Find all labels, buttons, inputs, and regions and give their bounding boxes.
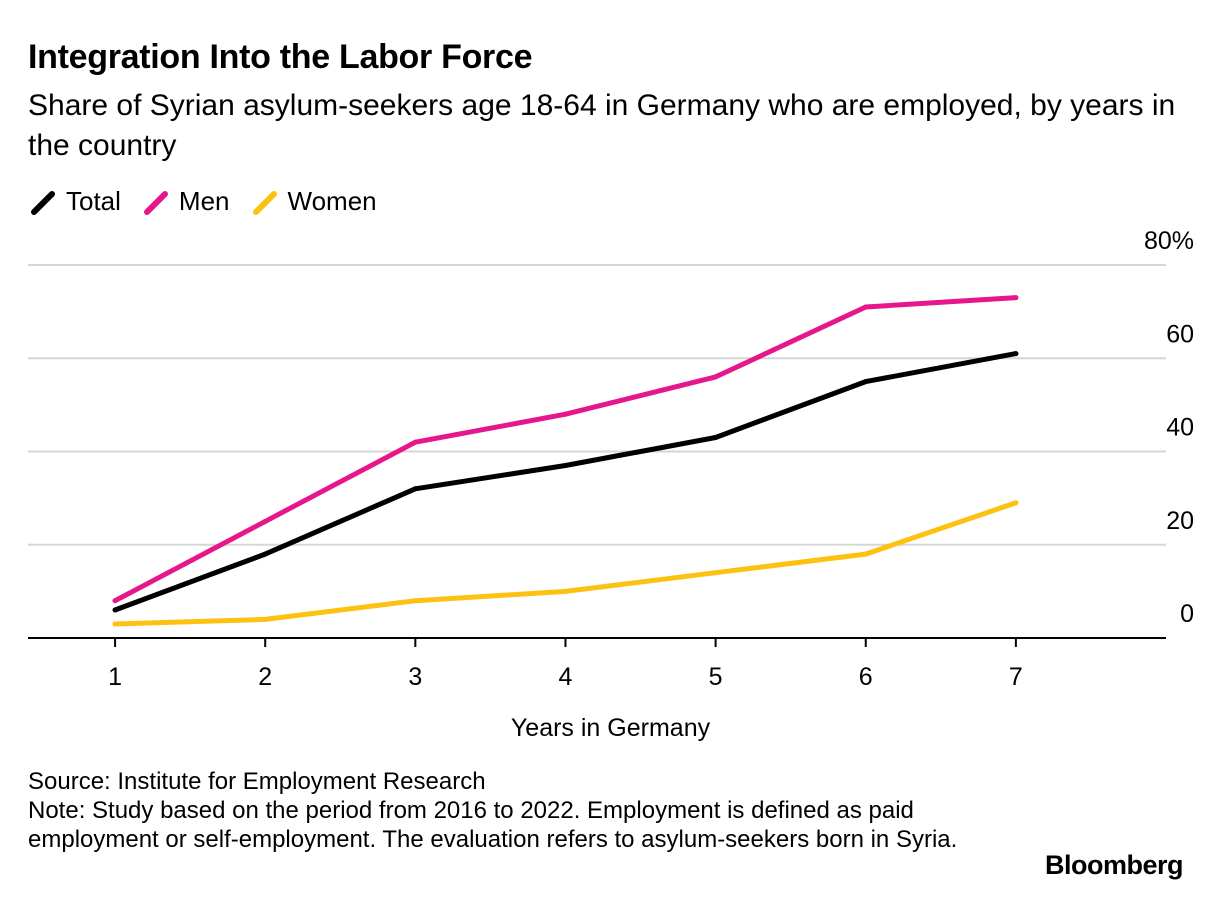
chart-footer: Source: Institute for Employment Researc…	[28, 767, 988, 854]
x-tick-label-2: 2	[258, 663, 272, 691]
data-point-men-5	[713, 374, 719, 380]
legend-swatch-line-women	[252, 190, 277, 215]
data-point-total-5	[713, 435, 719, 441]
legend-swatch-men	[143, 190, 168, 215]
legend-swatch-total	[31, 190, 55, 215]
data-point-total-2	[262, 551, 268, 557]
data-point-men-3	[412, 439, 418, 445]
data-point-total-3	[412, 486, 418, 492]
x-tick-label-7: 7	[1009, 663, 1023, 691]
y-tick-label-0: 0	[1180, 600, 1194, 628]
data-point-men-2	[262, 518, 268, 524]
series-line-men	[112, 295, 1019, 604]
note-text: Note: Study based on the period from 201…	[28, 797, 958, 853]
data-point-women-1	[112, 621, 118, 627]
data-point-women-7	[1013, 500, 1019, 506]
legend-item-total: Total	[28, 186, 121, 217]
data-point-men-4	[562, 411, 568, 417]
source-text: Source: Institute for Employment Researc…	[28, 768, 486, 795]
chart-legend: Total Men Women	[28, 186, 397, 217]
legend-label-women: Women	[287, 186, 377, 216]
x-tick-label-4: 4	[559, 663, 573, 691]
data-point-total-6	[863, 379, 869, 385]
bloomberg-logo: Bloomberg	[1044, 850, 1184, 880]
data-point-women-2	[262, 616, 268, 622]
chart-subtitle: Share of Syrian asylum-seekers age 18-64…	[28, 89, 1176, 162]
series-line-total	[112, 351, 1019, 613]
x-tick-label-6: 6	[859, 663, 873, 691]
data-point-total-1	[112, 607, 118, 613]
legend-item-women: Women	[250, 186, 377, 217]
x-axis-title: Years in Germany	[511, 714, 711, 742]
data-point-women-6	[863, 551, 869, 557]
legend-label-total: Total	[66, 186, 121, 216]
data-point-total-4	[562, 462, 568, 468]
data-point-women-3	[412, 598, 418, 604]
legend-label-men: Men	[178, 186, 230, 216]
data-point-men-6	[863, 304, 869, 310]
chart-title: Integration Into the Labor Force	[28, 38, 533, 76]
data-point-women-4	[562, 588, 568, 594]
data-point-women-5	[713, 570, 719, 576]
y-tick-label-60: 60	[1166, 320, 1194, 348]
legend-item-men: Men	[141, 186, 230, 217]
legend-swatch-line-men	[143, 190, 168, 215]
data-point-men-1	[112, 598, 118, 604]
x-tick-label-1: 1	[108, 663, 122, 691]
series-line-women	[112, 500, 1019, 627]
x-tick-label-5: 5	[709, 663, 723, 691]
x-tick-label-3: 3	[408, 663, 422, 691]
y-tick-label-20: 20	[1166, 507, 1194, 535]
legend-swatch-women	[252, 190, 277, 215]
data-point-men-7	[1013, 295, 1019, 301]
data-point-total-7	[1013, 351, 1019, 357]
y-tick-label-40: 40	[1166, 414, 1194, 442]
y-tick-label-80: 80%	[1144, 227, 1194, 255]
line-chart: 0 20 40 60 80% 1 2 3 4 5 6 7 Years in Germany	[28, 227, 1194, 742]
legend-swatch-line-total	[31, 190, 55, 215]
